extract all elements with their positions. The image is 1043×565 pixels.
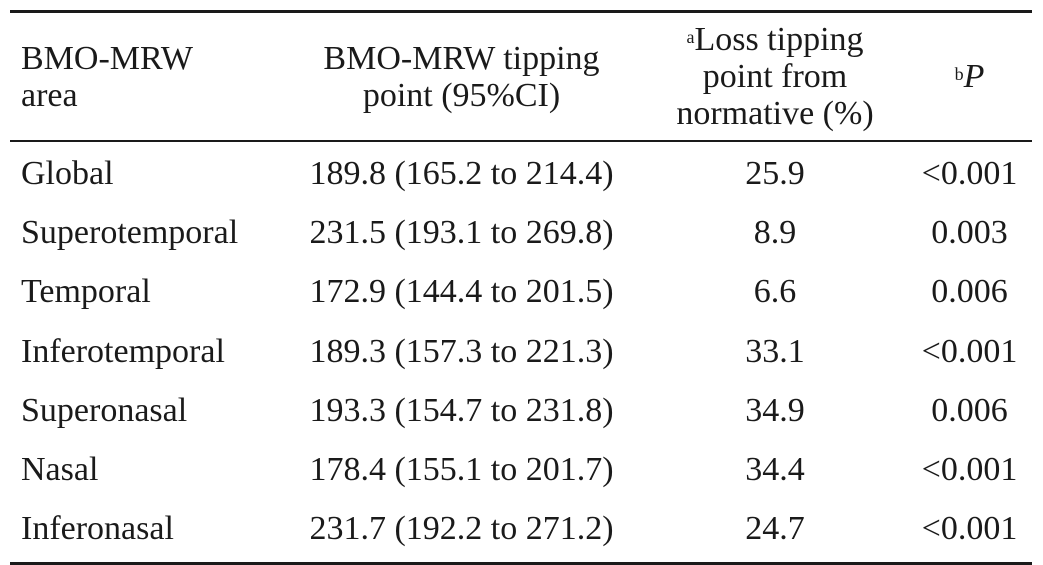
cell-p: <0.001 xyxy=(921,332,1018,370)
cell-tipping-point: 231.5 (193.1 to 269.8) xyxy=(309,213,614,251)
data-table: BMO-MRW area BMO-MRW tipping point (95%C… xyxy=(10,10,1032,565)
cell-loss: 24.7 xyxy=(745,510,805,548)
table-header-row: BMO-MRW area BMO-MRW tipping point (95%C… xyxy=(10,13,1032,140)
cell-tipping-point: 231.7 (192.2 to 271.2) xyxy=(309,510,614,548)
header-tipping-point: BMO-MRW tipping point (95%CI) xyxy=(323,39,600,114)
cell-area: Superonasal xyxy=(21,391,188,429)
cell-tipping-point: 189.8 (165.2 to 214.4) xyxy=(309,154,614,192)
cell-area: Inferonasal xyxy=(21,510,174,548)
cell-p: <0.001 xyxy=(921,510,1018,548)
cell-tipping-point: 193.3 (154.7 to 231.8) xyxy=(309,391,614,429)
table-row: Temporal 172.9 (144.4 to 201.5) 6.6 0.00… xyxy=(10,263,1032,322)
table-row: Inferonasal 231.7 (192.2 to 271.2) 24.7 … xyxy=(10,500,1032,559)
cell-area: Nasal xyxy=(21,451,99,489)
header-area: BMO-MRW area xyxy=(21,39,193,114)
table-row: Superonasal 193.3 (154.7 to 231.8) 34.9 … xyxy=(10,381,1032,440)
table-row: Global 189.8 (165.2 to 214.4) 25.9 <0.00… xyxy=(10,144,1032,203)
header-p: bP xyxy=(907,58,1032,95)
cell-p: <0.001 xyxy=(921,154,1018,192)
header-loss-footnote-marker: a xyxy=(686,27,695,47)
header-rule xyxy=(10,140,1032,142)
cell-loss: 34.9 xyxy=(745,391,805,429)
cell-area: Temporal xyxy=(21,273,151,311)
table-row: Nasal 178.4 (155.1 to 201.7) 34.4 <0.001 xyxy=(10,440,1032,499)
cell-area: Inferotemporal xyxy=(21,332,225,370)
header-p-label: P xyxy=(963,58,985,95)
cell-loss: 34.4 xyxy=(745,451,805,489)
cell-area: Global xyxy=(21,154,114,192)
cell-tipping-point: 178.4 (155.1 to 201.7) xyxy=(309,451,614,489)
cell-loss: 33.1 xyxy=(745,332,805,370)
header-loss-label: Loss tipping point from normative (%) xyxy=(676,21,874,132)
cell-tipping-point: 189.3 (157.3 to 221.3) xyxy=(309,332,614,370)
cell-p: <0.001 xyxy=(921,451,1018,489)
cell-p: 0.006 xyxy=(931,273,1008,311)
cell-tipping-point: 172.9 (144.4 to 201.5) xyxy=(309,273,614,311)
top-rule xyxy=(10,10,1032,13)
table-row: Superotemporal 231.5 (193.1 to 269.8) 8.… xyxy=(10,203,1032,262)
header-p-footnote-marker: b xyxy=(954,64,964,84)
cell-loss: 25.9 xyxy=(745,154,805,192)
table-row: Inferotemporal 189.3 (157.3 to 221.3) 33… xyxy=(10,322,1032,381)
header-loss: aLoss tipping point from normative (%) xyxy=(643,21,907,132)
cell-loss: 6.6 xyxy=(753,273,797,311)
cell-area: Superotemporal xyxy=(21,213,239,251)
cell-p: 0.003 xyxy=(931,213,1008,251)
cell-p: 0.006 xyxy=(931,391,1008,429)
cell-loss: 8.9 xyxy=(753,213,797,251)
